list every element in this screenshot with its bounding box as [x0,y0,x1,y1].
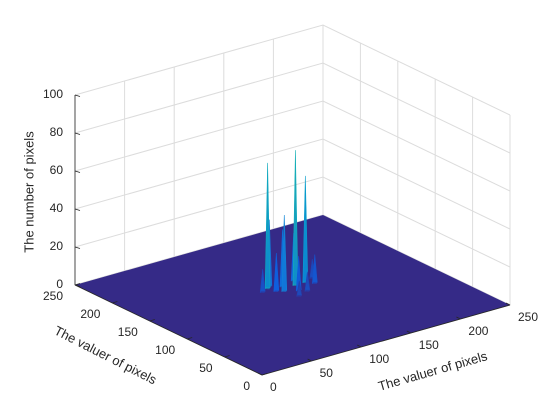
x-tick-label: 150 [419,338,439,352]
x-axis-title: The valuer of pixels [376,348,489,394]
x-tick-label: 200 [468,324,488,338]
y-tick-label: 150 [118,325,138,339]
y-tick [261,373,268,376]
z-tick-label: 0 [56,277,63,291]
x-axis-line [261,304,511,376]
y-tick [224,355,230,358]
surface-spike-face [302,175,308,284]
x-tick [406,330,411,334]
x-tick [357,344,362,348]
z-tick [74,246,81,249]
surface-spike-face [260,269,266,293]
surface-spike-face [265,162,271,290]
surface-spike-face [312,254,318,284]
surface-spike-face [273,253,279,292]
y-tick [187,337,193,340]
z-tick [74,170,81,173]
y-tick [149,319,155,322]
z-tick [74,132,81,135]
back-wall-left [75,25,323,285]
back-wall-right [323,25,510,305]
z-tick-label: 60 [50,163,64,177]
surface-spike-face [281,215,287,292]
y-axis-title: The valuer of pixels [52,323,160,388]
z-tick [74,208,81,211]
y-tick-label: 0 [243,379,250,393]
z-tick [74,94,81,97]
x-tick-label: 0 [270,380,277,394]
y-tick [112,301,118,304]
z-tick-label: 20 [50,239,64,253]
x-tick-label: 250 [518,310,538,324]
y-tick-label: 200 [80,307,100,321]
surface-spike-face [304,271,310,292]
y-axis-line [74,284,263,376]
x-tick-label: 50 [320,366,334,380]
y-tick [74,283,81,286]
surface-floor [75,215,510,375]
z-tick-label: 80 [50,125,64,139]
y-tick-label: 50 [199,361,213,375]
surface-spike-face [296,256,302,292]
z-tick-label: 100 [43,87,63,101]
x-tick [257,372,263,376]
z-axis-title: The number of pixels [21,131,36,253]
y-tick-label: 250 [43,289,63,303]
surface-spike-face [296,280,302,297]
z-tick [74,284,81,287]
surface-spike-face [292,150,298,286]
x-tick-label: 100 [369,352,389,366]
z-tick-label: 40 [50,201,64,215]
y-tick-label: 100 [155,343,175,357]
x-tick [307,358,312,362]
x-tick [505,302,511,306]
x-tick [456,316,461,320]
